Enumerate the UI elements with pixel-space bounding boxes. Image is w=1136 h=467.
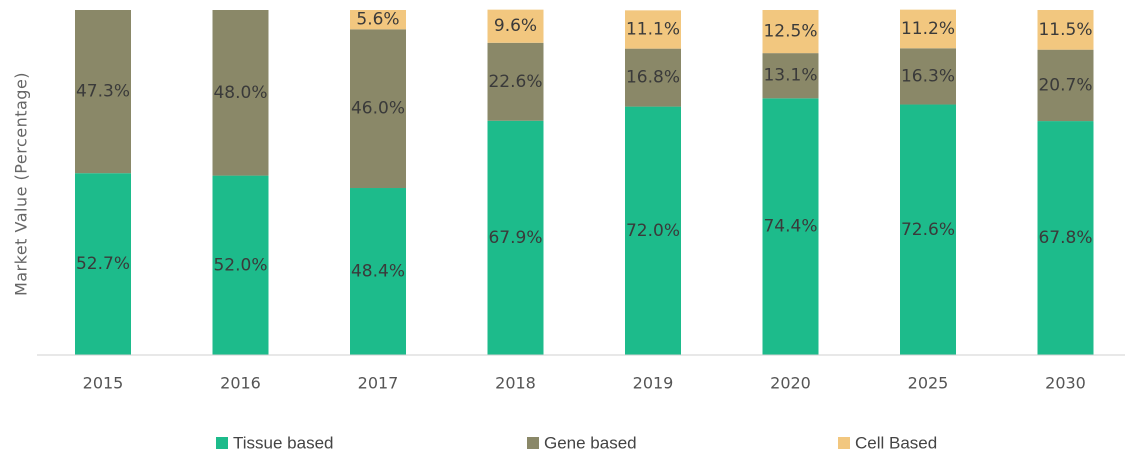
data-label-gene-based-2017: 46.0% (351, 99, 405, 119)
legend-swatch-cell-based (838, 437, 850, 449)
data-label-tissue-based-2030: 67.8% (1038, 228, 1092, 248)
bar-cell-based-2030 (1037, 10, 1094, 50)
data-label-tissue-based-2018: 67.9% (488, 228, 542, 248)
data-label-gene-based-2016: 48.0% (213, 83, 267, 103)
data-label-tissue-based-2016: 52.0% (213, 255, 267, 275)
x-tick-label-2030: 2030 (1045, 374, 1086, 393)
bar-tissue-based-2030 (1037, 121, 1094, 355)
data-label-cell-based-2017: 5.6% (356, 10, 399, 30)
bar-tissue-based-2016 (212, 175, 269, 355)
x-tick-label-2018: 2018 (495, 374, 536, 393)
bar-cell-based-2025 (900, 9, 956, 49)
data-label-tissue-based-2015: 52.7% (76, 254, 130, 274)
bar-cell-based-2020 (762, 10, 819, 54)
legend-swatch-gene-based (527, 437, 539, 449)
bar-tissue-based-2025 (900, 104, 956, 355)
bar-gene-based-2025 (900, 48, 956, 105)
bar-cell-based-2019 (625, 10, 681, 49)
data-label-cell-based-2019: 11.1% (626, 19, 680, 39)
bars-layer (75, 9, 1094, 356)
x-tick-label-2019: 2019 (633, 374, 674, 393)
bar-gene-based-2018 (487, 42, 544, 121)
legend-swatch-tissue-based (216, 437, 228, 449)
data-label-gene-based-2020: 13.1% (763, 66, 817, 86)
bar-cell-based-2018 (487, 9, 544, 43)
bar-gene-based-2020 (762, 53, 819, 99)
data-label-tissue-based-2017: 48.4% (351, 262, 405, 282)
legend: Tissue based Gene based Cell Based (216, 433, 937, 452)
data-label-cell-based-2020: 12.5% (763, 22, 817, 42)
data-label-tissue-based-2020: 74.4% (763, 217, 817, 237)
bar-cell-based-2017 (350, 10, 406, 30)
data-label-gene-based-2015: 47.3% (76, 82, 130, 102)
data-label-cell-based-2030: 11.5% (1038, 20, 1092, 40)
bar-tissue-based-2018 (487, 120, 544, 356)
bar-gene-based-2016 (212, 10, 269, 176)
x-tick-label-2015: 2015 (83, 374, 124, 393)
bar-gene-based-2017 (350, 29, 406, 189)
x-tick-label-2020: 2020 (770, 374, 811, 393)
data-label-cell-based-2025: 11.2% (901, 19, 955, 39)
x-tick-labels: 2015 2016 2017 2018 2019 2020 2025 2030 (83, 374, 1086, 393)
data-label-cell-based-2018: 9.6% (494, 16, 537, 36)
legend-label-tissue-based: Tissue based (233, 433, 333, 452)
bar-gene-based-2030 (1037, 49, 1094, 122)
bar-gene-based-2015 (75, 10, 131, 174)
legend-label-cell-based: Cell Based (855, 433, 937, 452)
x-tick-label-2016: 2016 (220, 374, 261, 393)
y-axis-label: Market Value (Percentage) (12, 72, 31, 296)
bar-gene-based-2019 (625, 48, 681, 107)
bar-tissue-based-2015 (75, 173, 131, 355)
data-label-gene-based-2018: 22.6% (488, 72, 542, 92)
segment-labels-layer: 52.7% 47.3% 52.0% 48.0% 48.4% 46.0% 5.6% 67.9% 2… (76, 10, 1093, 282)
data-label-gene-based-2025: 16.3% (901, 66, 955, 86)
data-label-gene-based-2030: 20.7% (1038, 75, 1092, 95)
data-label-tissue-based-2025: 72.6% (901, 220, 955, 240)
x-tick-label-2017: 2017 (358, 374, 399, 393)
bar-tissue-based-2019 (625, 106, 681, 355)
legend-label-gene-based: Gene based (544, 433, 637, 452)
data-label-gene-based-2019: 16.8% (626, 68, 680, 88)
data-label-tissue-based-2019: 72.0% (626, 221, 680, 241)
bar-tissue-based-2017 (350, 188, 406, 355)
bar-tissue-based-2020 (762, 98, 819, 355)
x-tick-label-2025: 2025 (908, 374, 949, 393)
